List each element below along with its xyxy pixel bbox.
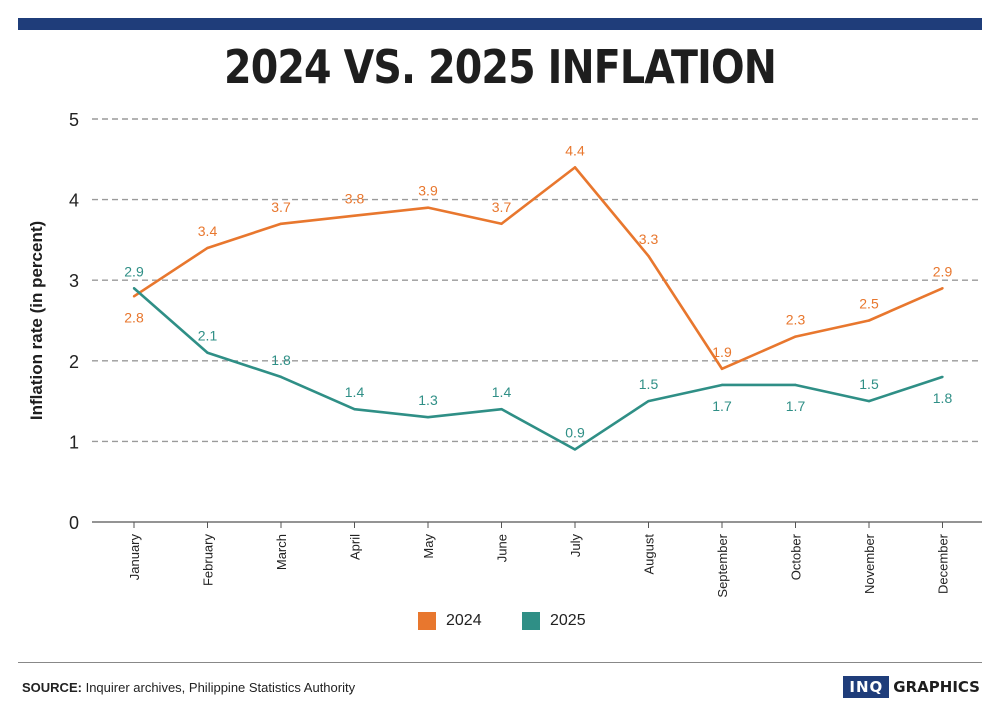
data-label: 3.4 bbox=[198, 223, 218, 239]
data-point bbox=[573, 166, 577, 169]
data-point bbox=[279, 222, 283, 225]
top-accent-bar bbox=[18, 18, 982, 30]
data-label: 3.8 bbox=[345, 191, 365, 207]
series-line-2024 bbox=[133, 166, 944, 371]
x-tick-label: July bbox=[568, 534, 583, 558]
legend-label-2024: 2024 bbox=[446, 612, 482, 629]
data-label: 1.8 bbox=[933, 390, 953, 406]
data-label: 3.9 bbox=[418, 183, 438, 199]
brand-text: GRAPHICS bbox=[893, 678, 980, 696]
data-point bbox=[206, 351, 209, 354]
data-label: 0.9 bbox=[565, 424, 585, 440]
data-point bbox=[500, 222, 503, 225]
data-point bbox=[132, 295, 136, 298]
data-point bbox=[647, 254, 650, 258]
brand-box: INQ bbox=[843, 676, 890, 698]
data-point bbox=[867, 319, 871, 322]
x-tick-label: November bbox=[862, 533, 877, 594]
data-label: 3.7 bbox=[492, 199, 512, 215]
legend-item-2025: 2025 bbox=[522, 612, 586, 630]
data-point bbox=[426, 416, 430, 419]
data-label: 1.7 bbox=[712, 398, 732, 414]
data-point bbox=[426, 206, 430, 209]
x-tick-label: December bbox=[936, 533, 951, 594]
data-point bbox=[573, 448, 577, 451]
data-label: 2.5 bbox=[859, 296, 879, 312]
data-point bbox=[867, 399, 871, 403]
series-line-2025 bbox=[133, 287, 943, 451]
footer-divider bbox=[18, 662, 982, 663]
data-label: 1.3 bbox=[418, 392, 438, 408]
source-label: SOURCE: bbox=[22, 680, 82, 695]
x-tick-label: September bbox=[715, 533, 730, 597]
y-axis-label: Inflation rate (in percent) bbox=[27, 221, 46, 420]
x-tick-label: January bbox=[127, 534, 142, 581]
source-text: Inquirer archives, Philippine Statistics… bbox=[85, 680, 356, 695]
data-label: 1.4 bbox=[345, 384, 365, 400]
brand-logo: INQ GRAPHICS bbox=[843, 676, 980, 698]
data-point bbox=[794, 383, 797, 387]
line-chart: 0 1 2 3 4 5 Inflation rate (in percent) January… bbox=[27, 110, 982, 598]
legend-label-2025: 2025 bbox=[550, 612, 586, 629]
data-label: 1.4 bbox=[492, 384, 512, 400]
data-point bbox=[941, 287, 944, 290]
data-point bbox=[720, 383, 724, 387]
x-tick-label: June bbox=[495, 534, 510, 562]
data-point bbox=[353, 407, 356, 411]
legend-swatch-2025 bbox=[522, 612, 540, 630]
data-label: 1.8 bbox=[271, 352, 291, 368]
y-tick-label: 2 bbox=[69, 352, 79, 372]
data-label: 2.9 bbox=[124, 263, 144, 279]
x-tick-label: April bbox=[348, 534, 363, 560]
data-label: 2.1 bbox=[198, 328, 218, 344]
data-label: 2.9 bbox=[933, 263, 953, 279]
data-point bbox=[941, 375, 944, 379]
legend-item-2024: 2024 bbox=[418, 612, 482, 630]
data-point bbox=[132, 287, 136, 290]
data-label: 2.3 bbox=[786, 312, 806, 328]
source-note: SOURCE: Inquirer archives, Philippine St… bbox=[22, 680, 355, 695]
data-label: 1.5 bbox=[639, 376, 659, 392]
data-label: 4.4 bbox=[565, 142, 585, 158]
y-tick-label: 5 bbox=[69, 110, 79, 130]
data-point bbox=[794, 335, 797, 338]
data-label: 1.7 bbox=[786, 398, 806, 414]
data-label: 2.8 bbox=[124, 309, 144, 325]
data-label: 1.5 bbox=[859, 376, 879, 392]
x-tick-label: February bbox=[201, 534, 216, 587]
y-tick-label: 4 bbox=[69, 191, 79, 211]
x-tick-label: March bbox=[274, 534, 289, 570]
data-point bbox=[206, 246, 209, 250]
legend-swatch-2024 bbox=[418, 612, 436, 630]
data-point bbox=[279, 375, 283, 379]
chart-title: 2024 VS. 2025 INFLATION bbox=[224, 40, 777, 94]
data-point bbox=[647, 399, 650, 403]
data-point bbox=[500, 407, 503, 411]
data-point bbox=[720, 367, 724, 371]
x-tick-label: October bbox=[789, 533, 804, 580]
y-tick-label: 3 bbox=[69, 271, 79, 291]
x-tick-label: August bbox=[642, 534, 657, 575]
y-tick-label: 0 bbox=[69, 513, 79, 533]
data-label: 1.9 bbox=[712, 344, 732, 360]
data-label: 3.7 bbox=[271, 199, 291, 215]
data-point bbox=[353, 214, 356, 217]
data-label: 3.3 bbox=[639, 231, 659, 247]
y-tick-label: 1 bbox=[69, 432, 79, 452]
x-tick-label: May bbox=[421, 534, 436, 559]
